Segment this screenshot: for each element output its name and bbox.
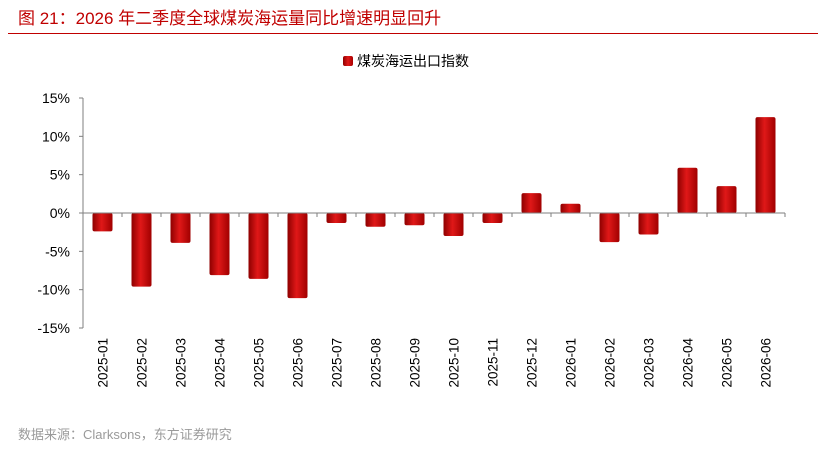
bar-2025-12 <box>521 193 542 213</box>
bar-2026-03 <box>638 213 659 235</box>
bar-2025-07 <box>326 213 347 223</box>
title-rule <box>8 33 818 34</box>
bar-2025-03 <box>170 213 191 243</box>
axes <box>79 97 84 329</box>
x-tick-label: 2025-12 <box>525 338 540 388</box>
bar-2025-11 <box>482 213 503 223</box>
bar-2025-01 <box>92 213 113 232</box>
y-tick-label: -5% <box>45 243 70 259</box>
x-tick-label: 2025-04 <box>213 338 228 388</box>
figure-title: 图 21：2026 年二季度全球煤炭海运量同比增速明显回升 <box>18 9 442 28</box>
bar-2025-06 <box>287 213 308 299</box>
x-tick-label: 2025-01 <box>96 338 111 388</box>
y-tick-label: 10% <box>42 128 70 144</box>
y-tick-label: 5% <box>50 167 70 183</box>
x-tick-label: 2026-06 <box>759 338 774 388</box>
x-tick-label: 2025-07 <box>330 338 345 388</box>
y-tick-label: 0% <box>50 205 70 221</box>
x-tick-label: 2026-02 <box>603 338 618 388</box>
bar-2026-02 <box>599 213 620 243</box>
legend-swatch <box>343 56 353 66</box>
x-tick-label: 2026-04 <box>681 338 696 388</box>
bar-2025-05 <box>248 213 269 279</box>
bar-2025-02 <box>131 213 152 287</box>
x-tick-label: 2026-01 <box>564 338 579 388</box>
bar-2025-04 <box>209 213 230 276</box>
legend-label: 煤炭海运出口指数 <box>357 53 469 69</box>
x-tick-label: 2026-05 <box>720 338 735 388</box>
legend: 煤炭海运出口指数 <box>343 51 469 71</box>
bar-2026-04 <box>677 167 698 213</box>
bar-2025-08 <box>365 213 386 227</box>
x-tick-label: 2025-06 <box>291 338 306 388</box>
x-tick-label: 2025-03 <box>174 338 189 388</box>
x-tick-label: 2025-11 <box>486 338 501 387</box>
x-tick-label: 2025-05 <box>252 338 267 388</box>
bar-2026-01 <box>560 203 581 213</box>
x-tick-label: 2025-02 <box>135 338 150 388</box>
y-tick-label: -15% <box>37 320 70 336</box>
x-tick-label: 2026-03 <box>642 338 657 388</box>
y-tick-label: 15% <box>42 90 70 106</box>
bar-2026-05 <box>716 186 737 213</box>
x-tick-label: 2025-09 <box>408 338 423 388</box>
bar-2025-10 <box>443 213 464 236</box>
y-tick-label: -10% <box>37 282 70 298</box>
bars <box>92 117 776 299</box>
x-tick-label: 2025-10 <box>447 338 462 388</box>
bar-2026-06 <box>755 117 776 213</box>
bar-2025-09 <box>404 213 425 226</box>
x-tick-label: 2025-08 <box>369 338 384 388</box>
source-note: 数据来源：Clarksons，东方证券研究 <box>18 427 232 442</box>
tick-labels: 15% 10% 5% 0% -5% -10% -15% 2025-01 2025-02 2025-… <box>37 90 786 388</box>
